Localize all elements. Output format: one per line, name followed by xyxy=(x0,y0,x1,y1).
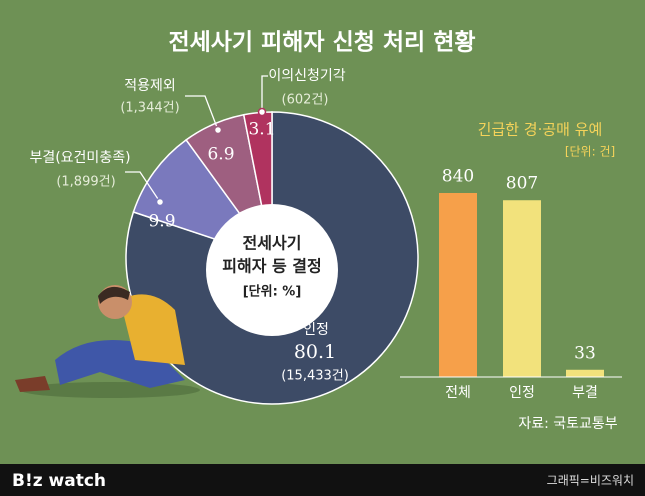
bar-value: 840 xyxy=(442,167,474,187)
bar-category: 인정 xyxy=(509,385,535,401)
slice-value: 9.9 xyxy=(148,212,175,232)
slice-count: (1,899건) xyxy=(56,175,115,190)
leader-line xyxy=(261,75,268,112)
credit: 그래픽=비즈워치 xyxy=(547,474,634,488)
slice-value: 6.9 xyxy=(207,145,234,165)
slice-value: 3.1 xyxy=(248,120,275,140)
slice-name: 적용제외 xyxy=(124,78,176,94)
bar-chart: 긴급한 경·공매 유예 [단위: 건] 840 전체 807 인정 33 부결 xyxy=(400,121,622,401)
footer-bar xyxy=(0,464,645,496)
bar-value: 807 xyxy=(506,174,538,194)
bar-title: 긴급한 경·공매 유예 xyxy=(478,121,603,139)
slice-count: (1,344건) xyxy=(120,101,179,116)
source: 자료: 국토교통부 xyxy=(518,416,617,432)
bar-unit: [단위: 건] xyxy=(565,145,615,159)
bar xyxy=(566,369,604,377)
bar-value: 33 xyxy=(574,343,596,363)
slice-count: (602건) xyxy=(282,93,329,108)
donut-hole xyxy=(206,204,338,336)
slice-name: 인정 xyxy=(303,322,329,338)
person-illustration xyxy=(15,285,200,398)
center-title: 피해자 등 결정 xyxy=(222,257,321,276)
brand: B!z watch xyxy=(12,471,106,491)
title: 전세사기 피해자 신청 처리 현황 xyxy=(168,30,475,56)
leader-line xyxy=(125,171,161,203)
leader-dot xyxy=(257,107,267,117)
bar-category: 전체 xyxy=(445,385,471,401)
leader-dot xyxy=(213,125,223,135)
leader-dot xyxy=(155,197,165,207)
bar xyxy=(503,200,541,377)
bar-category: 부결 xyxy=(572,385,598,401)
center-title: 전세사기 xyxy=(243,234,302,253)
slice-name: 이의신청기각 xyxy=(268,68,345,84)
slice-value: 80.1 xyxy=(294,341,336,363)
slice-count: (15,433건) xyxy=(281,369,349,384)
leader-line xyxy=(185,95,219,131)
bar xyxy=(439,193,477,377)
slice-name: 부결(요건미충족) xyxy=(29,150,130,166)
center-unit: [단위: %] xyxy=(243,284,302,300)
